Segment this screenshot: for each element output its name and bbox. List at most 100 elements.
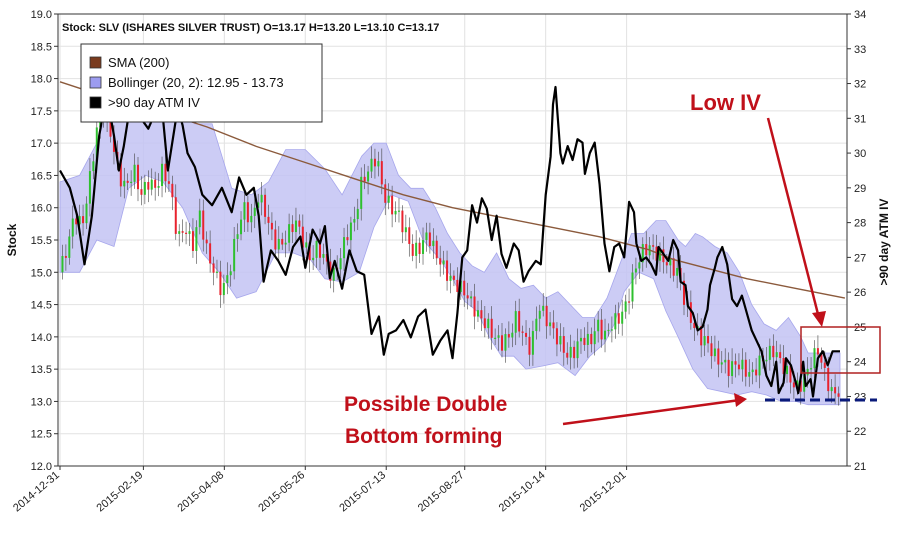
price-bar	[167, 181, 170, 184]
price-bar	[68, 236, 71, 258]
price-bar	[566, 352, 569, 358]
price-bar	[631, 272, 634, 302]
price-bar	[707, 336, 710, 344]
price-bar	[408, 227, 411, 244]
price-bar	[579, 337, 582, 342]
price-bar	[483, 318, 486, 329]
price-bar	[604, 330, 607, 340]
price-bar	[267, 216, 270, 223]
price-bar	[209, 243, 212, 264]
y-axis-ticks: 12.0 12.5 13.0 13.5 14.0 14.5 15.0 15.5 16.0 16.5…	[31, 9, 58, 473]
price-bar	[816, 348, 819, 355]
price-bar	[775, 352, 778, 358]
price-bar	[82, 216, 85, 224]
price-bar	[703, 336, 706, 346]
price-bar	[820, 354, 823, 363]
price-bar	[315, 240, 318, 258]
price-bar	[463, 280, 466, 296]
price-bar	[476, 310, 479, 317]
price-bar	[397, 210, 400, 212]
price-bar	[432, 240, 435, 247]
double-bottom-arrow	[562, 398, 741, 426]
price-bar	[655, 246, 658, 261]
price-bar	[779, 352, 782, 358]
price-bar	[525, 332, 528, 337]
price-bar	[418, 242, 421, 254]
price-bar	[319, 240, 321, 258]
y2-tick-label: 27	[854, 252, 866, 264]
price-bar	[339, 258, 342, 270]
price-bar	[78, 216, 81, 225]
price-bar	[284, 242, 287, 245]
price-bar	[367, 171, 370, 182]
price-bar	[614, 313, 617, 330]
price-bar	[294, 220, 297, 233]
price-bar	[511, 332, 514, 338]
price-bar	[126, 180, 129, 183]
y-tick-label: 14.5	[31, 300, 52, 312]
price-bar	[827, 367, 830, 392]
price-bar	[470, 296, 473, 299]
price-bar	[538, 310, 541, 319]
price-bar	[504, 334, 507, 351]
price-bar	[442, 260, 445, 265]
price-bar	[669, 258, 672, 266]
chart-title: Stock: SLV (ISHARES SILVER TRUST) O=13.1…	[62, 22, 439, 34]
price-bar	[301, 226, 304, 248]
low-iv-highlight-box	[800, 326, 881, 374]
price-bar	[490, 318, 493, 338]
price-bar	[497, 335, 500, 338]
low-iv-arrow	[766, 117, 822, 323]
price-bar	[422, 240, 425, 254]
y2-tick-label: 26	[854, 287, 866, 299]
price-bar	[600, 319, 603, 340]
y2-tick-label: 21	[854, 461, 866, 473]
y-tick-label: 15.5	[31, 235, 52, 247]
price-bar	[583, 337, 586, 345]
y-tick-label: 15.0	[31, 267, 52, 279]
price-bar	[535, 318, 538, 332]
price-bar	[552, 322, 555, 329]
price-bar	[99, 118, 102, 128]
price-bar	[109, 113, 112, 137]
price-bar	[274, 229, 277, 250]
y-tick-label: 12.0	[31, 461, 52, 473]
y-tick-label: 16.0	[31, 203, 52, 215]
price-bar	[363, 176, 366, 182]
price-bar	[229, 271, 232, 276]
price-bar	[332, 267, 335, 281]
iv-line	[59, 85, 840, 398]
y2-tick-label: 31	[854, 113, 866, 125]
price-bar	[710, 343, 713, 357]
price-bar	[380, 161, 383, 185]
price-bar	[720, 362, 723, 365]
price-bar	[672, 258, 675, 276]
price-bars	[61, 100, 840, 406]
price-bar	[281, 238, 284, 245]
price-bar	[377, 161, 380, 167]
price-bar	[610, 329, 613, 331]
price-bar	[346, 237, 349, 241]
price-bar	[569, 346, 572, 358]
price-bar	[765, 359, 768, 362]
price-bar	[415, 242, 418, 256]
price-bar	[222, 283, 225, 296]
price-bar	[758, 355, 761, 376]
price-bar	[741, 359, 744, 370]
price-bar	[830, 387, 833, 392]
price-bar	[466, 295, 469, 299]
price-bar	[652, 245, 655, 247]
price-bar	[195, 227, 198, 251]
low-iv-arrow-head	[812, 311, 826, 327]
price-bar	[215, 271, 218, 273]
price-bar	[545, 305, 548, 327]
y-tick-label: 19.0	[31, 9, 52, 21]
price-bar	[253, 207, 256, 216]
price-bar	[786, 365, 789, 375]
price-bar	[617, 313, 620, 324]
price-bar	[387, 195, 390, 203]
price-bar	[61, 255, 64, 273]
price-bar	[370, 158, 373, 172]
y2-axis-label: >90 day ATM IV	[877, 198, 891, 285]
